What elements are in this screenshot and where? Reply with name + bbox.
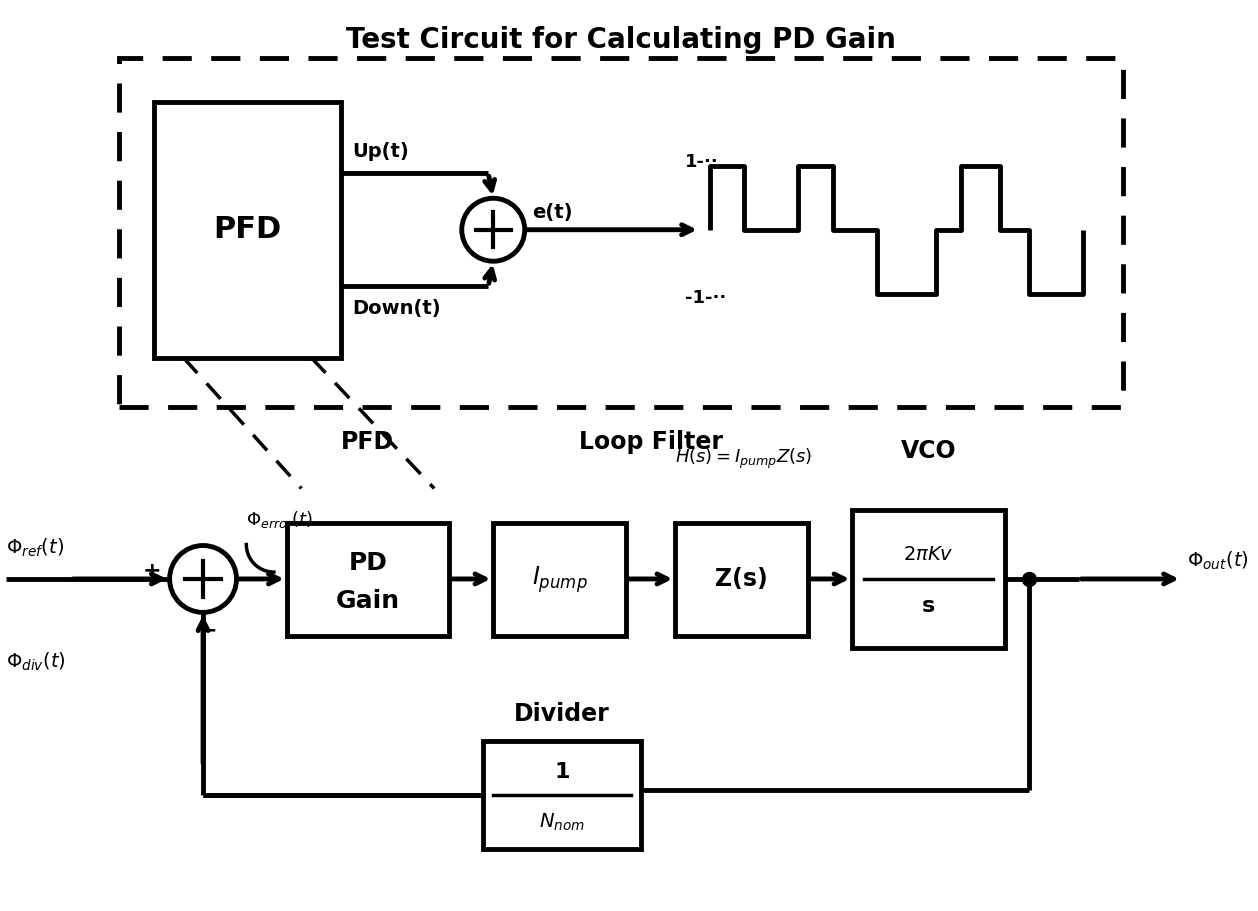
Bar	[493, 523, 626, 636]
Text: s: s	[922, 596, 935, 616]
Text: −: −	[199, 620, 218, 640]
Text: Down(t): Down(t)	[352, 299, 442, 318]
Bar	[853, 510, 1005, 648]
Text: e(t): e(t)	[532, 203, 574, 222]
Circle shape	[170, 546, 237, 612]
Text: $N_{nom}$: $N_{nom}$	[540, 812, 585, 833]
Bar	[120, 57, 1123, 407]
Text: $\Phi_{error}(t)$: $\Phi_{error}(t)$	[247, 509, 313, 530]
Circle shape	[462, 199, 525, 261]
Text: Divider: Divider	[515, 701, 610, 726]
Text: 1-··: 1-··	[686, 153, 718, 170]
Bar	[287, 523, 449, 636]
Bar	[483, 742, 640, 849]
Text: Up(t): Up(t)	[352, 142, 409, 160]
Text: $\Phi_{out}(t)$: $\Phi_{out}(t)$	[1186, 550, 1248, 572]
Text: PFD: PFD	[213, 215, 282, 244]
Text: 1: 1	[555, 762, 570, 782]
Text: $I_{pump}$: $I_{pump}$	[532, 564, 587, 595]
Text: -1-··: -1-··	[686, 289, 726, 307]
Text: Gain: Gain	[336, 589, 400, 613]
Text: $\Phi_{ref}(t)$: $\Phi_{ref}(t)$	[6, 537, 64, 559]
Bar	[153, 102, 341, 358]
Text: VCO: VCO	[901, 439, 956, 463]
Text: $H(s) = I_{pump}Z(s)$: $H(s) = I_{pump}Z(s)$	[676, 446, 813, 471]
Text: PD: PD	[348, 551, 387, 575]
Text: PFD: PFD	[341, 430, 395, 455]
Text: +: +	[142, 561, 161, 581]
Text: Z(s): Z(s)	[716, 568, 767, 591]
Bar	[676, 523, 808, 636]
Text: Test Circuit for Calculating PD Gain: Test Circuit for Calculating PD Gain	[346, 26, 896, 54]
Text: $2\pi Kv$: $2\pi Kv$	[903, 545, 954, 564]
Text: Loop Filter: Loop Filter	[579, 430, 722, 455]
Text: $\Phi_{div}(t)$: $\Phi_{div}(t)$	[6, 650, 67, 672]
